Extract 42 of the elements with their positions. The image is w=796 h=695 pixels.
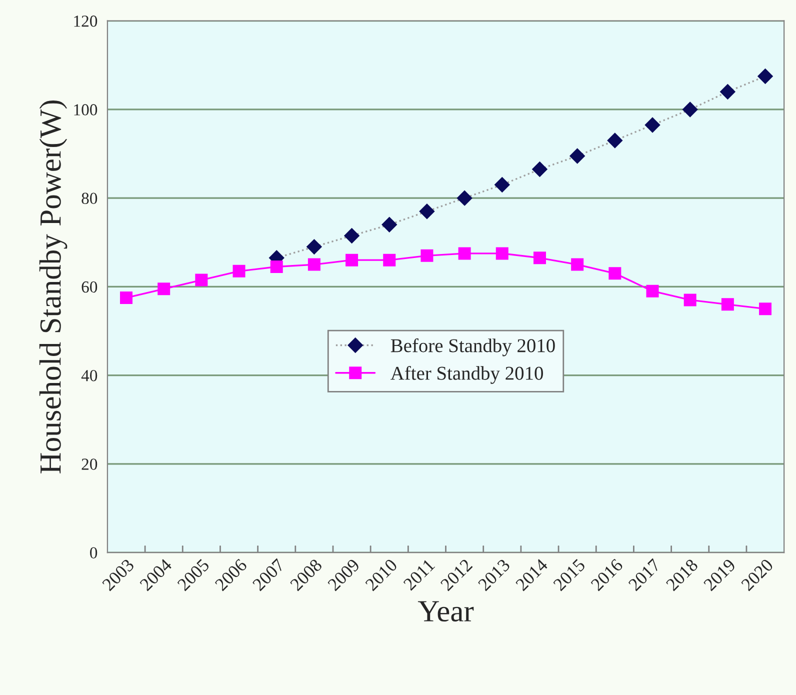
- y-tick-label: 100: [74, 104, 98, 116]
- y-tick-label: 60: [82, 281, 98, 293]
- point: [419, 204, 435, 219]
- point: [533, 252, 546, 264]
- point: [571, 258, 584, 271]
- point: [494, 177, 510, 192]
- point: [608, 267, 622, 280]
- point: [456, 190, 472, 206]
- point: [383, 254, 396, 266]
- point: [232, 264, 246, 278]
- point: [684, 294, 696, 306]
- x-axis-title: Year: [418, 601, 474, 622]
- point: [306, 239, 322, 254]
- y-tick-label: 20: [82, 458, 98, 470]
- point: [759, 302, 772, 316]
- point: [158, 282, 170, 296]
- point: [346, 254, 358, 266]
- point: [308, 258, 320, 271]
- point: [646, 284, 659, 298]
- point: [120, 292, 133, 304]
- point: [720, 84, 736, 100]
- point: [758, 68, 773, 84]
- legend-label: Before Standby 2010: [390, 338, 555, 356]
- point: [382, 217, 397, 232]
- y-tick-label: 120: [74, 16, 98, 27]
- point: [420, 249, 434, 262]
- point: [570, 148, 585, 164]
- point: [644, 117, 660, 133]
- point: [270, 260, 283, 273]
- point: [458, 247, 471, 260]
- y-tick-label: 80: [82, 192, 98, 204]
- y-tick-label: 0: [90, 547, 98, 558]
- y-tick-label: 40: [81, 370, 98, 382]
- point: [721, 298, 734, 311]
- point: [607, 132, 622, 148]
- point: [195, 274, 208, 286]
- point: [682, 102, 698, 118]
- point: [496, 247, 508, 260]
- y-axis-title: Household Standby Power(W): [39, 100, 68, 474]
- point: [344, 228, 360, 244]
- point: [532, 162, 548, 177]
- legend-label: After Standby 2010: [390, 366, 543, 384]
